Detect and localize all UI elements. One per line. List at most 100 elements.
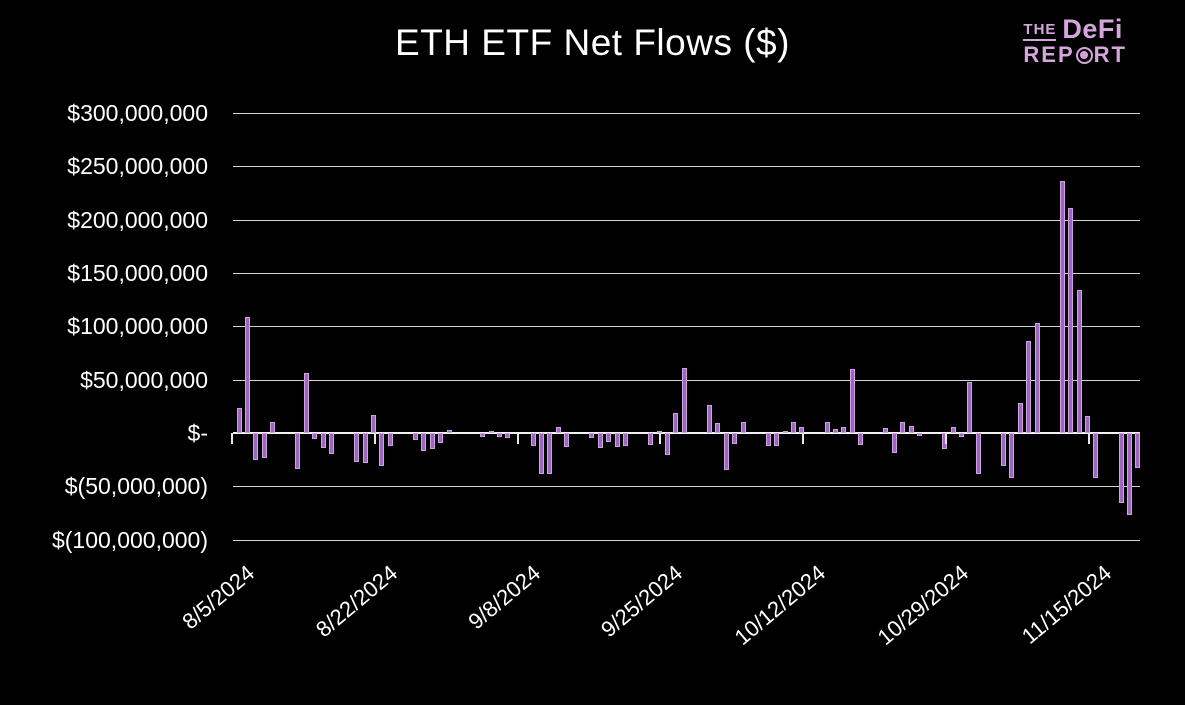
y-axis-labels: $300,000,000 $250,000,000 $200,000,000 $150… — [0, 0, 208, 705]
bar-8-5-2024 — [236, 408, 242, 433]
bar-9-5-2024 — [496, 433, 502, 438]
bar-11-6-2024 — [1017, 403, 1023, 433]
bar-9-3-2024 — [480, 433, 486, 438]
bar-10-2-2024 — [723, 433, 729, 471]
x-axis-tick-11-15-2024 — [1087, 433, 1090, 444]
bar-8-12-2024 — [295, 433, 301, 470]
y-axis-label: $(100,000,000) — [51, 526, 208, 553]
bar-9-23-2024 — [648, 433, 654, 445]
bar-11-14-2024 — [1084, 415, 1090, 433]
x-axis-tick-10-29-2024 — [945, 433, 947, 444]
bar-10-3-2024 — [732, 433, 738, 444]
logo-word-report-post: RT — [1093, 42, 1127, 67]
defi-report-logo: THE DeFi REP RT — [1023, 16, 1127, 66]
gridline-200M — [233, 219, 1140, 221]
x-axis-tick-10-12-2024 — [802, 433, 805, 444]
x-axis-tick-9-8-2024 — [516, 433, 519, 444]
bar-10-24-2024 — [908, 425, 914, 433]
gridline-300M — [233, 112, 1140, 114]
gridline-150M — [233, 272, 1140, 274]
bar-10-4-2024 — [740, 422, 746, 433]
gridline--50M — [233, 486, 1140, 488]
bar-10-9-2024 — [782, 430, 788, 433]
bar-10-17-2024 — [849, 368, 855, 433]
bar-11-19-2024 — [1126, 433, 1132, 516]
bar-10-7-2024 — [765, 433, 771, 446]
x-axis-tick-8-22-2024 — [373, 433, 376, 444]
y-axis-label: $150,000,000 — [67, 259, 208, 286]
bar-9-6-2024 — [505, 433, 511, 439]
bar-11-5-2024 — [1009, 433, 1015, 478]
bar-9-10-2024 — [538, 433, 544, 474]
y-axis-label: $200,000,000 — [67, 206, 208, 233]
bar-8-8-2024 — [261, 433, 267, 458]
bar-11-18-2024 — [1118, 433, 1124, 504]
chart-title: ETH ETF Net Flows ($) — [395, 22, 790, 63]
bar-8-6-2024 — [244, 316, 250, 433]
bar-9-18-2024 — [606, 433, 612, 442]
bar-8-7-2024 — [253, 433, 259, 460]
bar-10-18-2024 — [858, 433, 864, 445]
bar-9-19-2024 — [614, 433, 620, 447]
y-axis-label: $100,000,000 — [67, 313, 208, 340]
logo-word-defi: DeFi — [1062, 14, 1123, 44]
bar-10-29-2024 — [950, 426, 956, 433]
bar-8-19-2024 — [354, 433, 360, 462]
logo-word-report-pre: REP — [1023, 42, 1075, 67]
bar-11-20-2024 — [1135, 433, 1141, 469]
bar-8-21-2024 — [370, 414, 376, 433]
bar-9-13-2024 — [564, 433, 570, 447]
y-axis-label: $250,000,000 — [67, 153, 208, 180]
bar-10-16-2024 — [841, 426, 847, 433]
bar-11-7-2024 — [1026, 341, 1032, 433]
x-axis-tick-9-25-2024 — [659, 433, 662, 444]
bar-11-1-2024 — [975, 433, 981, 474]
logo-word-the: THE — [1023, 22, 1057, 41]
bar-9-11-2024 — [547, 433, 553, 474]
gridline-100M — [233, 326, 1140, 328]
bar-11-15-2024 — [1093, 433, 1099, 478]
bar-8-26-2024 — [412, 433, 418, 441]
bar-8-28-2024 — [429, 433, 435, 449]
bar-10-21-2024 — [883, 427, 889, 433]
bar-11-4-2024 — [1000, 433, 1006, 467]
bar-9-27-2024 — [681, 367, 687, 433]
bar-9-16-2024 — [589, 433, 595, 439]
bar-10-11-2024 — [799, 426, 805, 433]
logo-row-1: THE DeFi — [1023, 16, 1127, 43]
bar-9-4-2024 — [488, 430, 494, 433]
bar-9-20-2024 — [622, 433, 628, 446]
bar-8-15-2024 — [320, 433, 326, 448]
bar-10-31-2024 — [967, 381, 973, 433]
bar-11-8-2024 — [1034, 323, 1040, 433]
bar-8-9-2024 — [270, 422, 276, 433]
bar-8-30-2024 — [446, 429, 452, 433]
gridline--100M — [233, 539, 1140, 541]
bar-10-8-2024 — [774, 433, 780, 446]
bar-8-14-2024 — [312, 433, 318, 440]
bar-9-12-2024 — [555, 426, 561, 433]
bar-10-22-2024 — [891, 433, 897, 454]
bar-8-29-2024 — [438, 433, 444, 443]
bar-9-25-2024 — [664, 433, 670, 456]
bar-9-30-2024 — [706, 405, 712, 433]
target-o-icon — [1075, 46, 1093, 64]
bar-9-17-2024 — [597, 433, 603, 448]
bar-9-24-2024 — [656, 430, 662, 433]
bar-8-22-2024 — [379, 433, 385, 467]
gridline-250M — [233, 166, 1140, 168]
bar-8-27-2024 — [421, 433, 427, 452]
bar-10-1-2024 — [715, 423, 721, 433]
bar-11-13-2024 — [1076, 289, 1082, 433]
logo-row-report: REP RT — [1023, 44, 1127, 66]
bar-10-10-2024 — [790, 422, 796, 433]
bar-10-15-2024 — [832, 428, 838, 433]
y-axis-label: $(50,000,000) — [64, 473, 208, 500]
bar-10-30-2024 — [958, 433, 964, 438]
bar-11-12-2024 — [1068, 207, 1074, 433]
bar-10-14-2024 — [824, 422, 830, 433]
bar-8-16-2024 — [328, 433, 334, 455]
bar-8-23-2024 — [387, 433, 393, 446]
